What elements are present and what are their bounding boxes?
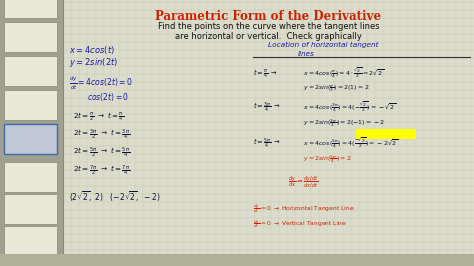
Bar — [0, 0, 63, 266]
Text: $2t = \frac{3\pi}{2}\ \rightarrow\ t = \frac{3\pi}{4}$: $2t = \frac{3\pi}{2}\ \rightarrow\ t = \… — [73, 128, 130, 142]
Bar — [4, 90, 57, 120]
Bar — [4, 56, 57, 86]
Text: $cos(2t) = 0$: $cos(2t) = 0$ — [87, 91, 129, 103]
Bar — [4, 194, 57, 224]
Text: are horizontal or vertical.  Check graphically: are horizontal or vertical. Check graphi… — [175, 32, 362, 41]
Text: Find the points on the curve where the tangent lines: Find the points on the curve where the t… — [158, 22, 379, 31]
Text: $y = 2sin(\frac{5\pi}{4}) = 2$: $y = 2sin(\frac{5\pi}{4}) = 2$ — [303, 153, 352, 165]
Text: lines: lines — [298, 51, 315, 57]
Text: $\frac{dx}{dt} = 0\ \rightarrow$ Vertical Tangent Line: $\frac{dx}{dt} = 0\ \rightarrow$ Vertica… — [253, 218, 347, 230]
Text: $\frac{dy}{dt} = 0\ \rightarrow$ Horizontal Tangent Line: $\frac{dy}{dt} = 0\ \rightarrow$ Horizon… — [253, 202, 355, 215]
Bar — [356, 129, 416, 139]
Text: Parametric Form of the Derivative: Parametric Form of the Derivative — [155, 10, 382, 23]
Text: $x = 4cos(\frac{5\pi}{4}) = 4(\frac{-\sqrt{2}}{2}) = -2\sqrt{2}$: $x = 4cos(\frac{5\pi}{4}) = 4(\frac{-\sq… — [303, 137, 399, 150]
Text: $2t = \frac{\pi}{2}\ \rightarrow\ t = \frac{\pi}{4}$: $2t = \frac{\pi}{2}\ \rightarrow\ t = \f… — [73, 110, 124, 123]
Text: $2t = \frac{5\pi}{2}\ \rightarrow\ t = \frac{5\pi}{4}$: $2t = \frac{5\pi}{2}\ \rightarrow\ t = \… — [73, 146, 130, 160]
Text: $x = 4cos(\frac{3\pi}{4}) = 4(-\frac{\sqrt{2}}{2}) = -\sqrt{2}$: $x = 4cos(\frac{3\pi}{4}) = 4(-\frac{\sq… — [303, 101, 396, 114]
Bar — [4, 124, 57, 154]
Text: $t=\frac{3\pi}{4}\ \rightarrow$: $t=\frac{3\pi}{4}\ \rightarrow$ — [253, 101, 281, 115]
Text: $x = 4cos(t)$: $x = 4cos(t)$ — [69, 44, 115, 56]
Text: Location of horizontal tangent: Location of horizontal tangent — [268, 42, 379, 48]
Bar — [4, 22, 57, 52]
Text: $\frac{dy}{dt} = 4cos(2t) = 0$: $\frac{dy}{dt} = 4cos(2t) = 0$ — [69, 74, 133, 92]
Bar — [0, 254, 474, 266]
Text: $y = 2sin(2t)$: $y = 2sin(2t)$ — [69, 56, 118, 69]
Text: $t=\frac{5\pi}{4}\ \rightarrow$: $t=\frac{5\pi}{4}\ \rightarrow$ — [253, 137, 281, 151]
Text: $y = 2sin(\frac{3\pi}{2}) = 2(-1) = -2$: $y = 2sin(\frac{3\pi}{2}) = 2(-1) = -2$ — [303, 117, 385, 129]
Text: $t=\frac{\pi}{4}\ \rightarrow$: $t=\frac{\pi}{4}\ \rightarrow$ — [253, 67, 278, 80]
Text: $x = 4cos(\frac{\pi}{4}) = 4\cdot\frac{\sqrt{2}}{2} = 2\sqrt{2}$: $x = 4cos(\frac{\pi}{4}) = 4\cdot\frac{\… — [303, 67, 384, 80]
Bar — [4, 124, 57, 154]
Text: $(2\sqrt{2},\ 2)\ \ \ (-2\sqrt{2},\ -2)$: $(2\sqrt{2},\ 2)\ \ \ (-2\sqrt{2},\ -2)$ — [69, 190, 161, 205]
Bar — [4, 226, 57, 256]
Text: $y = 2sin(\frac{\pi}{2}) = 2(1) = 2$: $y = 2sin(\frac{\pi}{2}) = 2(1) = 2$ — [303, 83, 369, 94]
Bar — [4, 0, 57, 18]
Bar — [4, 162, 57, 192]
Text: $2t = \frac{7\pi}{2}\ \rightarrow\ t = \frac{7\pi}{4}$: $2t = \frac{7\pi}{2}\ \rightarrow\ t = \… — [73, 164, 130, 178]
Text: $\frac{dy}{dx} = \frac{dy/dt}{dx/dt}$: $\frac{dy}{dx} = \frac{dy/dt}{dx/dt}$ — [288, 174, 319, 190]
